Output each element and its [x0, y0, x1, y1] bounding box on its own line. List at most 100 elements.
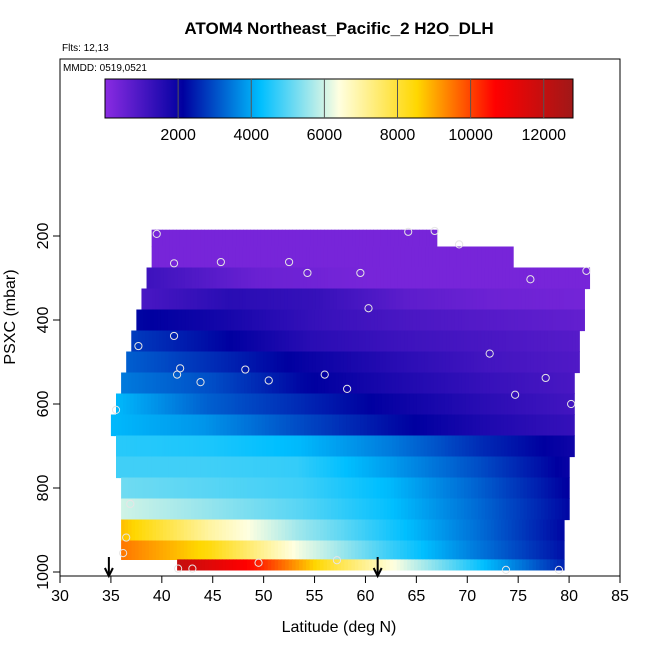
heatmap-cell [479, 435, 484, 458]
heatmap-cell [258, 372, 263, 395]
heatmap-cell [486, 414, 491, 437]
heatmap-cell [452, 559, 457, 571]
heatmap-cell [298, 351, 303, 374]
x-axis-label: Latitude (deg N) [282, 619, 397, 636]
heatmap-cell [422, 498, 427, 521]
heatmap-cell [214, 456, 219, 479]
heatmap-cell [219, 477, 224, 500]
heatmap-cell [309, 456, 314, 479]
heatmap-cell [168, 435, 173, 458]
heatmap-cell [383, 267, 388, 290]
heatmap-cell [281, 330, 286, 353]
sample-point [303, 268, 312, 278]
heatmap-cell [542, 435, 547, 458]
heatmap-cell [400, 351, 405, 374]
heatmap-cell [296, 477, 301, 500]
heatmap-cell [332, 393, 337, 416]
heatmap-cell [225, 559, 230, 571]
heatmap-cell [185, 309, 190, 332]
heatmap-cell [192, 393, 198, 416]
heatmap-cell [181, 267, 186, 290]
heatmap-cell [397, 267, 402, 290]
heatmap-cell [329, 351, 335, 374]
heatmap-cell [162, 540, 168, 560]
heatmap-cell [165, 229, 170, 248]
heatmap-cell [561, 330, 566, 353]
heatmap-cell [278, 519, 283, 542]
heatmap-cell [551, 456, 556, 479]
heatmap-cell [253, 288, 258, 311]
heatmap-cell [472, 414, 477, 437]
heatmap-cell [246, 330, 251, 353]
heatmap-cell [238, 456, 244, 479]
heatmap-cell [288, 519, 293, 542]
heatmap-cell [231, 351, 236, 374]
heatmap-cell [542, 288, 547, 311]
heatmap-cell [224, 456, 229, 479]
heatmap-cell [420, 435, 425, 458]
heatmap-cell [148, 519, 154, 542]
heatmap-cell [323, 456, 328, 479]
heatmap-cell [302, 559, 307, 571]
heatmap-cell [222, 498, 227, 521]
heatmap-cell [225, 229, 230, 248]
heatmap-cell [448, 559, 454, 571]
heatmap-cell [153, 309, 158, 332]
heatmap-cell [439, 456, 444, 479]
heatmap-cell [378, 435, 383, 458]
heatmap-cell [266, 351, 271, 374]
heatmap-cell [409, 309, 414, 332]
heatmap-cell [351, 519, 356, 542]
heatmap-cell [435, 246, 440, 269]
heatmap-cell [280, 393, 285, 416]
heatmap-cell [466, 519, 471, 542]
heatmap-cell [487, 519, 492, 542]
heatmap-cell [371, 435, 376, 458]
heatmap-cell [251, 372, 256, 395]
heatmap-cell [539, 288, 544, 311]
heatmap-cell [248, 393, 254, 416]
heatmap-cell [182, 456, 187, 479]
heatmap-cell [337, 559, 342, 571]
heatmap-cell [187, 330, 192, 353]
heatmap-cell [202, 309, 207, 332]
heatmap-cell [453, 498, 458, 521]
heatmap-cell [246, 559, 251, 571]
heatmap-cell [324, 414, 330, 437]
heatmap-cell [155, 229, 160, 248]
heatmap-cell [240, 498, 245, 521]
heatmap-cell [294, 393, 299, 416]
heatmap-cell [159, 498, 164, 521]
heatmap-cell [392, 288, 397, 311]
heatmap-cell [560, 559, 565, 571]
heatmap-cell [121, 498, 126, 521]
heatmap-cell [196, 456, 201, 479]
heatmap-cell [364, 435, 369, 458]
heatmap-cell [167, 414, 172, 437]
heatmap-cell [395, 309, 400, 332]
heatmap-cell [203, 351, 208, 374]
heatmap-cell [124, 540, 129, 560]
heatmap-cell [337, 456, 342, 479]
heatmap-cell [544, 330, 549, 353]
heatmap-cell [411, 246, 416, 269]
heatmap-cell [182, 393, 187, 416]
heatmap-cell [356, 372, 361, 395]
heatmap-cell [201, 559, 206, 571]
heatmap-cell [311, 435, 316, 458]
heatmap-cell [219, 414, 224, 437]
heatmap-cell [400, 246, 405, 269]
heatmap-cell [177, 372, 182, 395]
heatmap-cell [472, 435, 477, 458]
heatmap-cell [352, 372, 358, 395]
sample-point [501, 565, 511, 575]
heatmap-cell [382, 456, 388, 479]
heatmap-cell [480, 540, 485, 560]
heatmap-cell [213, 393, 219, 416]
heatmap-cell [158, 456, 163, 479]
heatmap-cell [284, 288, 289, 311]
heatmap-cell [208, 498, 213, 521]
heatmap-cell [159, 477, 164, 500]
heatmap-cell [407, 540, 412, 560]
heatmap-cell [368, 288, 373, 311]
